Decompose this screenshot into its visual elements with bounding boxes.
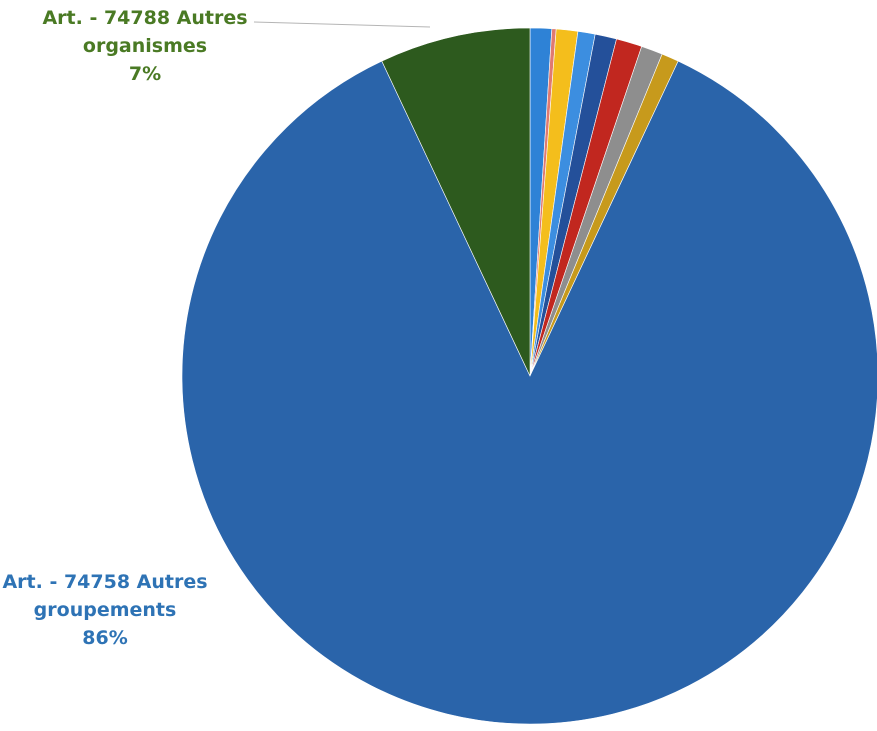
data-label-groupements: Art. - 74758 Autres groupements 86% xyxy=(0,568,210,652)
pie-slice-1 xyxy=(381,27,531,377)
data-label-groupements-line2: groupements xyxy=(33,599,177,621)
pie-slice-0 xyxy=(181,60,877,725)
leader-line-organismes xyxy=(253,21,431,28)
data-label-organismes-percent: 7% xyxy=(128,63,162,85)
data-label-organismes-line1: Art. - 74788 Autres xyxy=(42,7,248,29)
data-label-groupements-line1: Art. - 74758 Autres xyxy=(2,571,208,593)
data-label-organismes-line2: organismes xyxy=(82,35,208,57)
pie-slices xyxy=(181,27,877,725)
data-label-groupements-percent: 86% xyxy=(82,627,128,649)
data-label-organismes: Art. - 74788 Autres organismes 7% xyxy=(30,4,260,88)
